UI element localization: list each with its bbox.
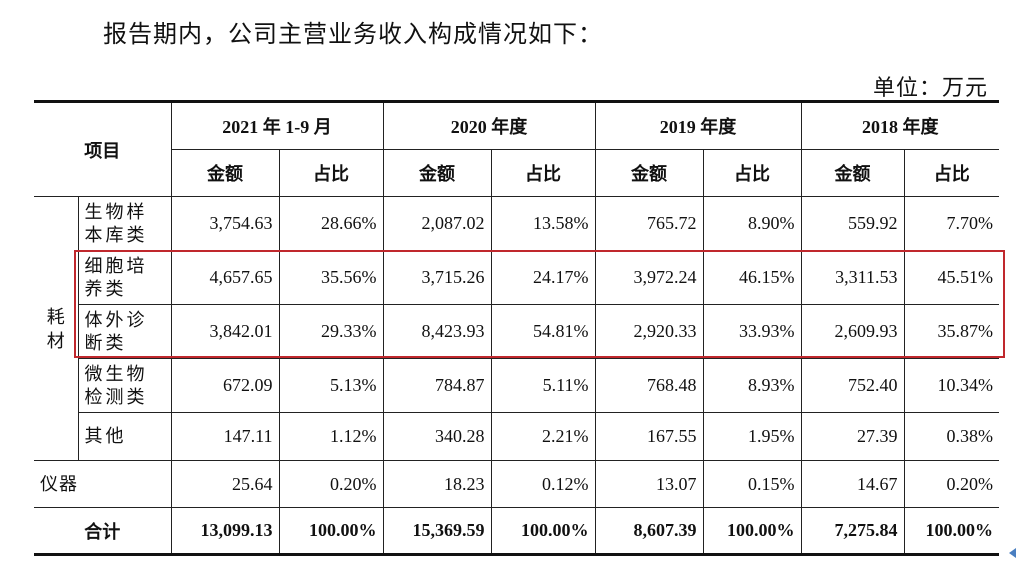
cell-share: 100.00% (702, 507, 802, 556)
row-label: 细胞培养类 (78, 250, 172, 305)
row-label: 仪器 (34, 460, 172, 508)
cell-share: 2.21% (490, 412, 596, 461)
period-header: 2018 年度 (800, 100, 999, 150)
row-label: 其他 (78, 412, 172, 461)
cell-amount: 768.48 (594, 358, 704, 413)
cell-share: 33.93% (702, 304, 802, 359)
cell-amount: 3,715.26 (382, 250, 492, 305)
share-header: 占比 (490, 149, 596, 197)
row-label: 体外诊断类 (78, 304, 172, 359)
unit-label: 单位：万元 (872, 76, 988, 101)
header-row-periods: 项目 2021 年 1-9 月 2020 年度 2019 年度 2018 年度 (34, 100, 999, 197)
cell-share: 8.90% (702, 196, 802, 251)
row-label: 生物样本库类 (77, 196, 172, 251)
cell-share: 45.51% (903, 250, 999, 305)
cell-amount: 3,972.24 (594, 250, 704, 305)
cell-share: 46.15% (702, 250, 802, 305)
item-header: 项目 (34, 100, 172, 197)
cell-amount: 3,754.63 (170, 196, 280, 251)
period-header: 2020 年度 (382, 100, 596, 150)
cell-share: 0.20% (278, 460, 384, 508)
cell-amount: 672.09 (170, 358, 280, 413)
consumables-group-label: 耗材 (34, 196, 79, 461)
intro-text: 报告期内，公司主营业务收入构成情况如下： (103, 20, 603, 48)
cell-amount: 3,311.53 (800, 250, 905, 305)
cell-amount: 8,607.39 (594, 507, 704, 556)
table-row: 体外诊断类 3,842.01 29.33% 8,423.93 54.81% 2,… (34, 304, 999, 359)
cell-share: 100.00% (490, 507, 596, 556)
cell-share: 0.20% (903, 460, 999, 508)
cell-amount: 27.39 (800, 412, 905, 461)
cell-amount: 13,099.13 (170, 507, 280, 556)
cell-amount: 18.23 (382, 460, 492, 508)
cell-amount: 2,087.02 (382, 196, 492, 251)
cell-amount: 14.67 (800, 460, 905, 508)
cell-amount: 340.28 (382, 412, 492, 461)
cell-share: 29.33% (278, 304, 384, 359)
cell-share: 1.12% (278, 412, 384, 461)
cell-share: 5.11% (490, 358, 596, 413)
cell-share: 35.87% (903, 304, 999, 359)
cell-amount: 147.11 (170, 412, 280, 461)
period-header: 2021 年 1-9 月 (170, 100, 384, 150)
cell-amount: 559.92 (800, 196, 905, 251)
cell-share: 35.56% (278, 250, 384, 305)
cell-amount: 3,842.01 (170, 304, 280, 359)
cell-share: 8.93% (702, 358, 802, 413)
table-row: 耗材 生物样本库类 3,754.63 28.66% 2,087.02 13.58… (34, 196, 999, 461)
cell-share: 28.66% (278, 196, 384, 251)
cell-share: 10.34% (903, 358, 999, 413)
cell-share: 0.15% (702, 460, 802, 508)
cell-amount: 4,657.65 (170, 250, 280, 305)
cell-share: 0.38% (903, 412, 999, 461)
cell-share: 100.00% (278, 507, 384, 556)
share-header: 占比 (903, 149, 999, 197)
amount-header: 金额 (800, 149, 905, 197)
table-row: 细胞培养类 4,657.65 35.56% 3,715.26 24.17% 3,… (34, 250, 999, 305)
amount-header: 金额 (171, 149, 280, 197)
cell-share: 24.17% (490, 250, 596, 305)
cell-amount: 7,275.84 (800, 507, 905, 556)
cell-share: 54.81% (490, 304, 596, 359)
cell-amount: 25.64 (170, 460, 280, 508)
cell-amount: 13.07 (594, 460, 704, 508)
cell-share: 5.13% (278, 358, 384, 413)
table-row: 微生物检测类 672.09 5.13% 784.87 5.11% 768.48 … (34, 358, 999, 413)
cell-amount: 2,609.93 (800, 304, 905, 359)
instrument-row: 仪器 25.64 0.20% 18.23 0.12% 13.07 0.15% 1… (34, 460, 999, 508)
cell-share: 7.70% (903, 196, 999, 251)
row-label: 合计 (34, 507, 172, 556)
header-row-subheaders: 金额 占比 金额 占比 金额 占比 金额 占比 (34, 149, 999, 197)
period-header: 2019 年度 (594, 100, 802, 150)
share-header: 占比 (278, 149, 384, 197)
cell-share: 1.95% (702, 412, 802, 461)
row-label: 微生物检测类 (78, 358, 172, 413)
amount-header: 金额 (382, 149, 492, 197)
cell-amount: 784.87 (382, 358, 492, 413)
amount-header: 金额 (594, 149, 704, 197)
cell-share: 13.58% (490, 196, 596, 251)
total-row: 合计 13,099.13 100.00% 15,369.59 100.00% 8… (34, 507, 999, 556)
table-row: 其他 147.11 1.12% 340.28 2.21% 167.55 1.95… (34, 412, 999, 461)
cell-share: 100.00% (903, 507, 999, 556)
cell-amount: 8,423.93 (382, 304, 492, 359)
cell-amount: 2,920.33 (594, 304, 704, 359)
cell-amount: 765.72 (594, 196, 704, 251)
cell-share: 0.12% (490, 460, 596, 508)
share-header: 占比 (702, 149, 802, 197)
cell-amount: 167.55 (594, 412, 704, 461)
scroll-marker-icon (1009, 548, 1016, 558)
cell-amount: 752.40 (800, 358, 905, 413)
cell-amount: 15,369.59 (382, 507, 492, 556)
revenue-composition-table: 项目 2021 年 1-9 月 2020 年度 2019 年度 2018 年度 … (34, 100, 999, 556)
